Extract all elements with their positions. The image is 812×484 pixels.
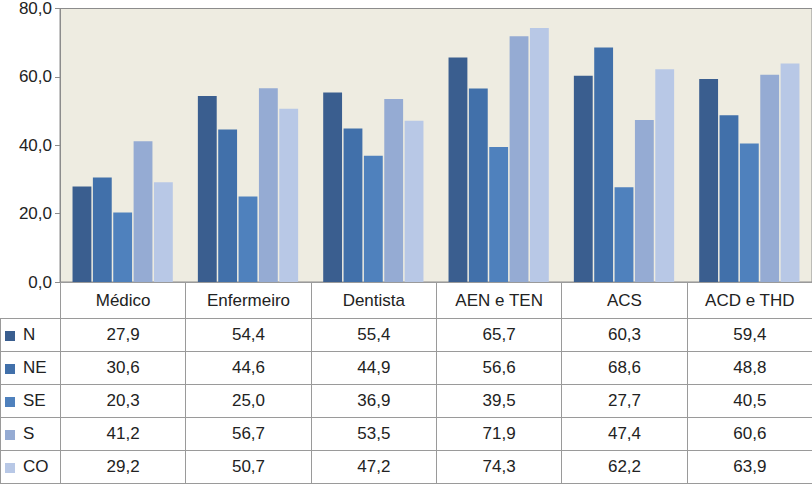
html-text:39,5: 39,5 xyxy=(482,391,516,410)
svg-text:60,0: 60,0 xyxy=(19,67,52,86)
svg-text:0,0: 0,0 xyxy=(28,272,52,292)
html-text:36,9: 36,9 xyxy=(357,391,391,410)
html-text:20,3: 20,3 xyxy=(106,391,140,410)
html-text:AEN e TEN: AEN e TEN xyxy=(455,290,543,310)
html-text:54,4: 54,4 xyxy=(231,325,265,344)
html-text:29,2: 29,2 xyxy=(106,457,140,476)
html-text:NE: NE xyxy=(23,358,47,377)
html-text:30,6: 30,6 xyxy=(106,358,140,377)
html-text:48,8: 48,8 xyxy=(733,358,767,377)
html-text:68,6: 68,6 xyxy=(607,358,641,377)
html-text:47,2: 47,2 xyxy=(357,457,391,476)
html-text:Médico: Médico xyxy=(95,290,151,310)
svg-text:20,0: 20,0 xyxy=(19,204,52,223)
html-text:44,6: 44,6 xyxy=(231,358,265,377)
html-text:56,6: 56,6 xyxy=(482,358,516,377)
svg-text:40,0: 40,0 xyxy=(19,136,52,155)
html-text:27,9: 27,9 xyxy=(106,325,140,344)
svg-text:80,0: 80,0 xyxy=(19,0,52,18)
html-text:ACS: ACS xyxy=(607,290,642,310)
html-text:CO: CO xyxy=(23,457,49,476)
html-text:53,5: 53,5 xyxy=(357,424,391,443)
html-text:40,5: 40,5 xyxy=(733,391,767,410)
html-text:50,7: 50,7 xyxy=(231,457,265,476)
html-text:63,9: 63,9 xyxy=(733,457,767,476)
html-text:SE: SE xyxy=(23,391,46,410)
html-text:55,4: 55,4 xyxy=(357,325,391,344)
html-text:N: N xyxy=(23,325,36,344)
html-text:47,4: 47,4 xyxy=(607,424,641,443)
html-text:Dentista: Dentista xyxy=(342,290,405,310)
html-text:27,7: 27,7 xyxy=(607,391,641,410)
html-text:Enfermeiro: Enfermeiro xyxy=(206,290,291,310)
html-text:56,7: 56,7 xyxy=(231,424,265,443)
html-text:ACD e THD: ACD e THD xyxy=(705,290,795,310)
html-text:65,7: 65,7 xyxy=(482,325,516,344)
html-text:59,4: 59,4 xyxy=(733,325,767,344)
html-text:71,9: 71,9 xyxy=(482,424,516,443)
html-text:60,6: 60,6 xyxy=(733,424,767,443)
html-text:74,3: 74,3 xyxy=(482,457,516,476)
html-text:25,0: 25,0 xyxy=(231,391,265,410)
html-text:44,9: 44,9 xyxy=(357,358,391,377)
html-text:62,2: 62,2 xyxy=(607,457,641,476)
html-text:S: S xyxy=(23,424,35,443)
html-text:41,2: 41,2 xyxy=(106,424,140,443)
html-text:60,3: 60,3 xyxy=(607,325,641,344)
